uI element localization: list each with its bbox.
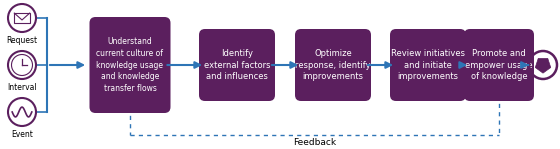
Text: Review initiatives
and initiate
improvements: Review initiatives and initiate improvem… — [391, 49, 465, 81]
Text: Interval: Interval — [7, 83, 37, 92]
FancyBboxPatch shape — [295, 29, 371, 101]
Text: Request: Request — [6, 36, 38, 45]
FancyBboxPatch shape — [464, 29, 534, 101]
FancyBboxPatch shape — [390, 29, 466, 101]
Polygon shape — [535, 58, 550, 73]
Text: Event: Event — [11, 130, 33, 139]
FancyBboxPatch shape — [90, 17, 170, 113]
Text: Feedback: Feedback — [293, 138, 336, 147]
FancyBboxPatch shape — [199, 29, 275, 101]
Text: Optimize
response, identify
improvements: Optimize response, identify improvements — [295, 49, 371, 81]
Text: Understand
current culture of
knowledge usage
and knowledge
transfer flows: Understand current culture of knowledge … — [96, 37, 164, 93]
Text: Promote and
empower usage
of knowledge: Promote and empower usage of knowledge — [465, 49, 533, 81]
Text: Identify
external factors
and influences: Identify external factors and influences — [204, 49, 270, 81]
